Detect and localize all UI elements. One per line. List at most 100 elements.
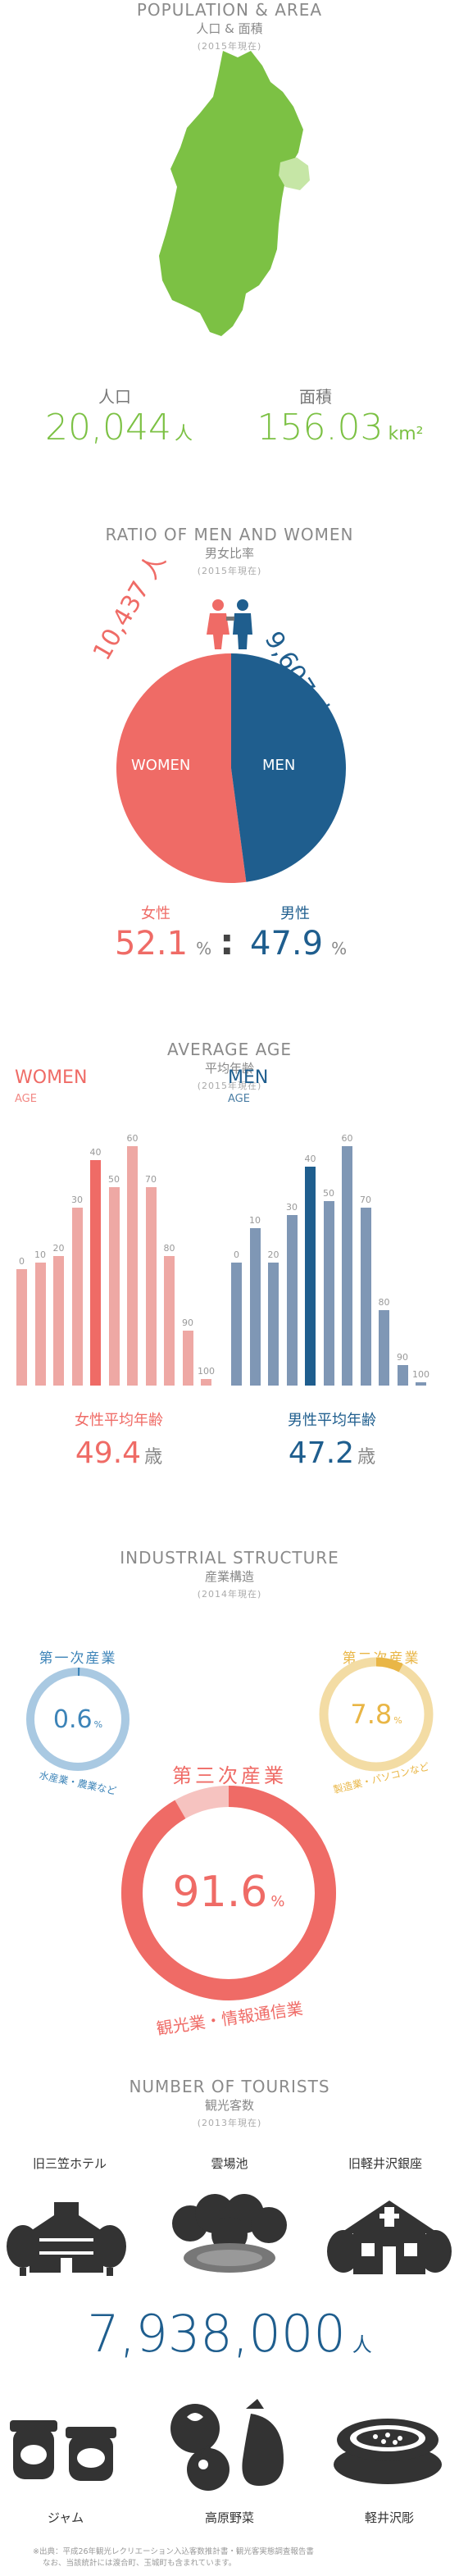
- tourist-count-unit: 人: [352, 2333, 372, 2356]
- women-chart-age-label: AGE: [15, 1093, 37, 1105]
- women-age-tick-40: 40: [89, 1147, 102, 1158]
- tertiary-title: 第三次産業: [172, 1764, 287, 1787]
- item-carving-label: 軽井沢彫: [364, 2510, 414, 2525]
- population-title: POPULATION & AREA: [136, 0, 323, 20]
- women-avg-unit: 歳: [144, 1447, 163, 1468]
- men-age-bar-70: [360, 1208, 371, 1386]
- primary-unit: %: [93, 1719, 103, 1730]
- area-label: 面積: [299, 387, 332, 407]
- spot-hotel-label: 旧三笠ホテル: [32, 2156, 107, 2171]
- source-note: ※出典：平成26年観光レクリエーション入込客数推計書・観光客実態調査報告書 なお…: [33, 2546, 443, 2569]
- tertiary-ring-fill: [121, 1786, 336, 2000]
- pond-icon: [172, 2194, 287, 2273]
- men-age-bar-90: [397, 1365, 408, 1386]
- secondary-ring-chart: [319, 1657, 434, 1772]
- women-age-bar-10: [34, 1263, 46, 1386]
- women-chart-title: WOMEN: [15, 1067, 88, 1088]
- men-age-bar-80: [379, 1310, 389, 1386]
- men-age-bar-10: [249, 1228, 261, 1386]
- men-age-tick-90: 90: [397, 1352, 408, 1363]
- age-year: (2015年現在): [197, 1081, 262, 1091]
- industry-subtitle: 産業構造: [204, 1569, 254, 1584]
- ginza-house-icon: [327, 2201, 452, 2274]
- women-age-tick-90: 90: [182, 1318, 193, 1329]
- men-age-bar-0: [231, 1263, 242, 1386]
- women-label: 女性: [141, 905, 170, 922]
- men-age-tick-30: 30: [286, 1201, 298, 1213]
- women-pct: 52.1: [115, 925, 189, 963]
- ratio-separator: :: [220, 922, 234, 963]
- area-unit: km²: [388, 424, 424, 444]
- industry-year: (2014年現在): [197, 1589, 262, 1600]
- tourists-subtitle: 観光客数: [204, 2098, 254, 2113]
- source-note-line2: なお、当該統計には渡合町、玉城町も含まれています。: [43, 2559, 237, 2568]
- primary-ring-chart: [26, 1668, 130, 1771]
- men-age-bar-60: [342, 1146, 352, 1386]
- women-avg-value: 49.4: [75, 1436, 142, 1470]
- men-pie-label: MEN: [262, 757, 296, 774]
- men-pct-row: 47.9%: [250, 925, 347, 963]
- women-age-bar-0: [16, 1269, 27, 1386]
- men-age-tick-0: 0: [234, 1249, 239, 1260]
- men-age-bar-20: [268, 1263, 279, 1386]
- population-unit: 人: [174, 424, 193, 444]
- tourists-year: (2013年現在): [197, 2118, 262, 2128]
- gender-pie-chart: [116, 653, 347, 883]
- women-age-bar-40: [90, 1160, 101, 1386]
- men-avg-unit: 歳: [357, 1447, 376, 1468]
- women-age-tick-100: 100: [198, 1365, 215, 1377]
- men-age-tick-80: 80: [378, 1297, 390, 1308]
- map-highlight-area: [279, 157, 310, 190]
- women-avg-row: 49.4 歳: [49, 1436, 189, 1470]
- population-subtitle: 人口 & 面積: [196, 21, 263, 36]
- spot-pond-label: 雲場池: [211, 2156, 248, 2171]
- men-age-bar-40: [305, 1167, 316, 1386]
- women-age-bar-70: [145, 1187, 157, 1386]
- tourist-count-row: 7,938,000 人: [0, 2304, 459, 2364]
- population-label: 人口: [98, 387, 131, 407]
- women-age-bar-30: [71, 1208, 83, 1386]
- women-age-tick-10: 10: [34, 1249, 46, 1260]
- gender-subtitle: 男女比率: [204, 546, 254, 561]
- tertiary-value-row: 91.6%: [118, 1868, 339, 1917]
- source-note-line1: ※出典：平成26年観光レクリエーション入込客数推計書・観光客実態調査報告書: [33, 2547, 314, 2556]
- men-pie-slice: [231, 653, 347, 882]
- men-pct-unit: %: [331, 939, 348, 958]
- people-icon: [207, 599, 252, 649]
- women-age-bar-90: [182, 1331, 193, 1386]
- women-age-tick-20: 20: [52, 1242, 65, 1254]
- population-value-row: 20,044 人: [33, 407, 205, 448]
- men-avg-row: 47.2 歳: [262, 1436, 402, 1470]
- women-age-bar-80: [164, 1255, 175, 1386]
- primary-value: 0.6: [52, 1705, 93, 1734]
- women-age-tick-0: 0: [19, 1256, 25, 1268]
- men-age-tick-50: 50: [323, 1188, 334, 1199]
- tertiary-value: 91.6: [172, 1868, 268, 1917]
- primary-value-row: 0.6%: [23, 1705, 133, 1734]
- hotel-icon: [7, 2202, 126, 2276]
- women-age-bar-50: [108, 1187, 120, 1386]
- women-age-tick-80: 80: [163, 1242, 175, 1254]
- area-value: 156.03: [257, 407, 384, 448]
- men-chart-title: MEN: [228, 1067, 269, 1088]
- spot-ginza-label: 旧軽井沢銀座: [348, 2156, 422, 2171]
- women-age-bar-chart: 0 10 20 30 40 50 60 70 80 90 100: [13, 1115, 218, 1386]
- men-age-bar-50: [323, 1201, 334, 1386]
- men-age-bar-chart: 0 10 20 30 40 50 60 70 80 90 100: [228, 1115, 449, 1386]
- men-avg-value: 47.2: [288, 1436, 355, 1470]
- women-pie-label: WOMEN: [131, 757, 191, 774]
- secondary-value: 7.8: [350, 1699, 393, 1730]
- vegetables-icon: [170, 2399, 284, 2491]
- map-main-area: [159, 51, 303, 336]
- region-map: [159, 51, 310, 336]
- area-value-row: 156.03 km²: [246, 407, 434, 448]
- industry-title: INDUSTRIAL STRUCTURE: [120, 1548, 339, 1568]
- women-age-tick-60: 60: [126, 1133, 139, 1145]
- women-avg-label: 女性平均年齢: [75, 1412, 163, 1429]
- men-age-tick-20: 20: [267, 1249, 279, 1260]
- women-age-bar-100: [201, 1378, 211, 1386]
- women-age-tick-70: 70: [145, 1174, 157, 1186]
- tertiary-ring-chart: [121, 1786, 336, 2000]
- women-count: 10,437 人: [87, 548, 172, 666]
- women-pie-slice: [116, 653, 247, 883]
